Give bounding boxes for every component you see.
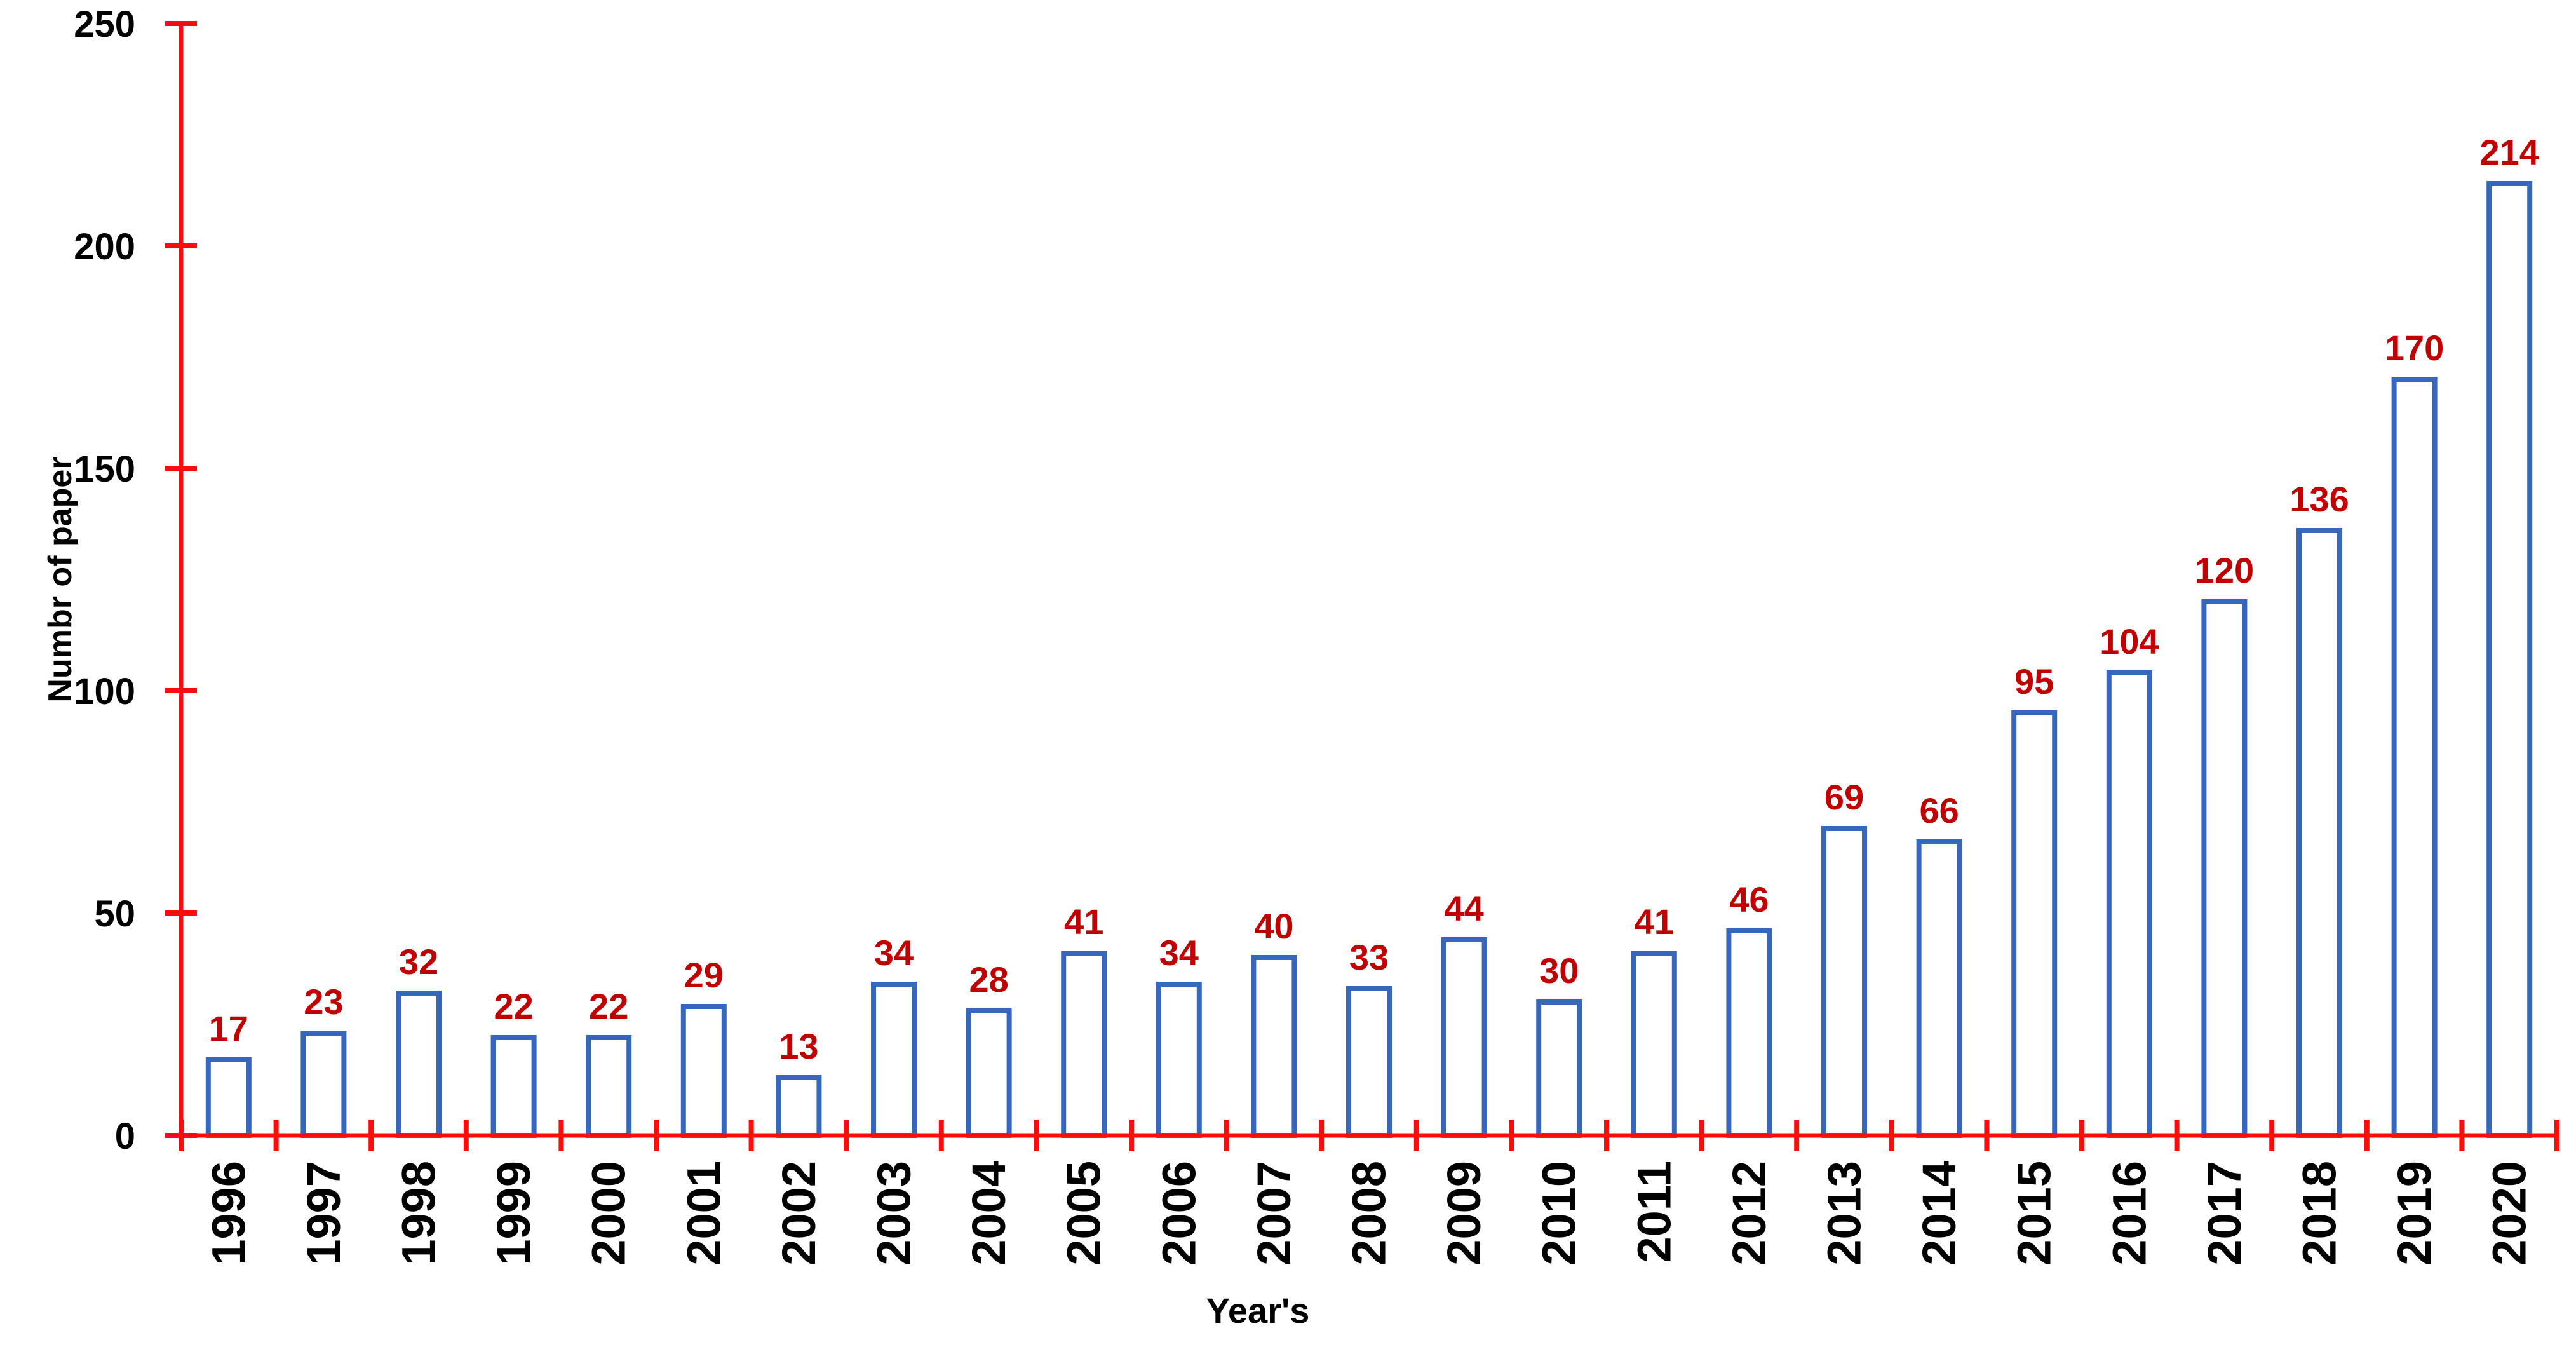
x-tick-label: 2017 — [2198, 1161, 2251, 1266]
bars-layer — [205, 181, 2533, 1138]
bar-2017 — [2201, 599, 2248, 1138]
x-tick-label: 2014 — [1913, 1161, 1966, 1266]
bar-value-label: 34 — [874, 933, 914, 973]
bar-value-label: 214 — [2479, 132, 2539, 172]
bar-value-label: 69 — [1824, 777, 1864, 817]
x-axis-title: Year's — [1206, 1290, 1310, 1330]
bar-2015 — [2011, 710, 2058, 1138]
x-tick-label: 2015 — [2008, 1161, 2061, 1266]
bar-2002 — [776, 1075, 822, 1138]
bar-1999 — [490, 1035, 537, 1138]
x-tick-label: 2004 — [962, 1161, 1015, 1266]
bar-value-label: 40 — [1254, 906, 1293, 946]
bar-value-label: 170 — [2385, 328, 2444, 368]
x-tick-label: 2010 — [1533, 1161, 1586, 1266]
bar-2013 — [1821, 826, 1867, 1138]
x-tick-label: 2002 — [772, 1161, 825, 1266]
y-axis-title: Numbr of paper — [42, 456, 79, 702]
bar-2014 — [1916, 839, 1962, 1138]
x-tick-label: 1998 — [393, 1161, 445, 1266]
bar-2010 — [1536, 999, 1582, 1138]
bar-2009 — [1441, 937, 1487, 1138]
bar-value-label: 41 — [1635, 902, 1674, 942]
bar-2019 — [2391, 377, 2438, 1138]
bar-2008 — [1346, 986, 1392, 1138]
y-tick-label: 0 — [115, 1116, 135, 1157]
bar-value-label: 104 — [2100, 621, 2159, 661]
x-tick-label: 2008 — [1343, 1161, 1396, 1266]
x-tick-label: 2003 — [868, 1161, 920, 1266]
y-tick-label: 150 — [74, 449, 135, 490]
bar-value-label: 28 — [969, 959, 1008, 999]
bar-value-label: 46 — [1729, 879, 1769, 919]
x-tick-label: 2007 — [1248, 1161, 1300, 1266]
labels-layer: 1719962319973219982219992220002920011320… — [74, 4, 2539, 1266]
bar-value-label: 23 — [304, 982, 343, 1022]
bar-2003 — [871, 982, 917, 1138]
bar-2016 — [2106, 670, 2152, 1138]
bar-2005 — [1061, 951, 1107, 1138]
bar-1998 — [396, 991, 442, 1138]
bar-value-label: 66 — [1919, 790, 1959, 830]
bar-2018 — [2296, 528, 2342, 1138]
y-tick-label: 250 — [74, 4, 135, 45]
x-tick-label: 2018 — [2293, 1161, 2346, 1266]
bar-2001 — [680, 1004, 727, 1138]
bar-value-label: 41 — [1064, 902, 1103, 942]
y-tick-label: 200 — [74, 226, 135, 267]
x-tick-label: 2006 — [1152, 1161, 1205, 1266]
bar-2012 — [1726, 928, 1772, 1138]
bar-value-label: 136 — [2289, 479, 2349, 519]
axes-layer — [165, 21, 2559, 1151]
bar-value-label: 44 — [1444, 888, 1483, 928]
x-tick-label: 2016 — [2103, 1161, 2155, 1266]
bar-2007 — [1251, 955, 1297, 1138]
bar-value-label: 22 — [589, 986, 628, 1026]
bar-value-label: 120 — [2195, 550, 2254, 590]
y-tick-label: 100 — [74, 671, 135, 712]
bar-2011 — [1631, 951, 1677, 1138]
bar-value-label: 13 — [779, 1026, 818, 1066]
bar-2004 — [966, 1008, 1012, 1138]
bar-value-label: 30 — [1539, 951, 1579, 991]
x-tick-label: 1999 — [487, 1161, 540, 1266]
bar-value-label: 34 — [1159, 933, 1199, 973]
bar-2006 — [1156, 982, 1202, 1138]
x-tick-label: 2001 — [677, 1161, 730, 1266]
bar-2020 — [2486, 181, 2533, 1138]
bar-2000 — [586, 1035, 632, 1138]
x-tick-label: 2012 — [1723, 1161, 1776, 1266]
x-tick-label: 2019 — [2388, 1161, 2441, 1266]
bar-value-label: 33 — [1349, 937, 1389, 977]
x-tick-label: 1997 — [297, 1161, 350, 1266]
x-tick-label: 2005 — [1058, 1161, 1110, 1266]
x-tick-label: 2011 — [1628, 1161, 1680, 1263]
x-tick-label: 2009 — [1438, 1161, 1490, 1266]
x-tick-label: 2000 — [583, 1161, 635, 1266]
bar-1997 — [300, 1031, 347, 1138]
y-tick-label: 50 — [94, 893, 135, 935]
x-tick-label: 1996 — [202, 1161, 255, 1266]
x-tick-label: 2013 — [1818, 1161, 1871, 1266]
bar-value-label: 17 — [209, 1008, 248, 1048]
bar-1996 — [205, 1057, 252, 1138]
bar-value-label: 32 — [399, 942, 438, 982]
x-tick-label: 2020 — [2483, 1161, 2536, 1266]
bar-value-label: 29 — [684, 955, 724, 995]
bar-value-label: 22 — [494, 986, 533, 1026]
bar-value-label: 95 — [2014, 661, 2054, 701]
